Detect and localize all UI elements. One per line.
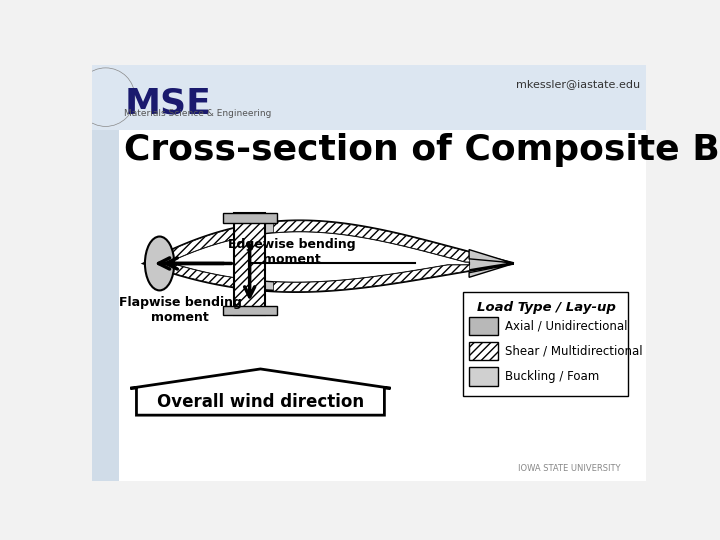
Polygon shape — [469, 249, 511, 262]
Polygon shape — [274, 265, 469, 292]
Bar — [469, 367, 498, 386]
Bar — [222, 306, 276, 315]
Text: Edgewise bending
moment: Edgewise bending moment — [228, 238, 356, 266]
Text: mkessler@iastate.edu: mkessler@iastate.edu — [516, 79, 640, 89]
Bar — [463, 292, 629, 396]
Polygon shape — [159, 265, 255, 289]
Bar — [222, 213, 276, 222]
Text: Materials Science & Engineering: Materials Science & Engineering — [124, 110, 271, 118]
Polygon shape — [274, 221, 469, 262]
Polygon shape — [174, 232, 469, 282]
Bar — [469, 316, 498, 335]
Text: IOWA STATE UNIVERSITY: IOWA STATE UNIVERSITY — [518, 464, 621, 473]
Text: MSE: MSE — [124, 86, 211, 120]
Bar — [234, 213, 265, 315]
Text: Axial / Unidirectional: Axial / Unidirectional — [505, 319, 627, 332]
Text: Cross-section of Composite Blade: Cross-section of Composite Blade — [124, 132, 720, 166]
Bar — [92, 65, 647, 130]
Text: Flapwise bending
moment: Flapwise bending moment — [119, 296, 242, 324]
Text: Shear / Multidirectional: Shear / Multidirectional — [505, 345, 642, 357]
Text: Overall wind direction: Overall wind direction — [157, 393, 364, 411]
Polygon shape — [144, 221, 514, 292]
Polygon shape — [159, 224, 255, 262]
Polygon shape — [130, 369, 390, 415]
Text: Load Type / Lay-up: Load Type / Lay-up — [477, 301, 616, 314]
Text: Buckling / Foam: Buckling / Foam — [505, 370, 599, 383]
Bar — [469, 342, 498, 361]
Ellipse shape — [145, 237, 174, 291]
Polygon shape — [469, 264, 511, 278]
Bar — [92, 130, 119, 481]
